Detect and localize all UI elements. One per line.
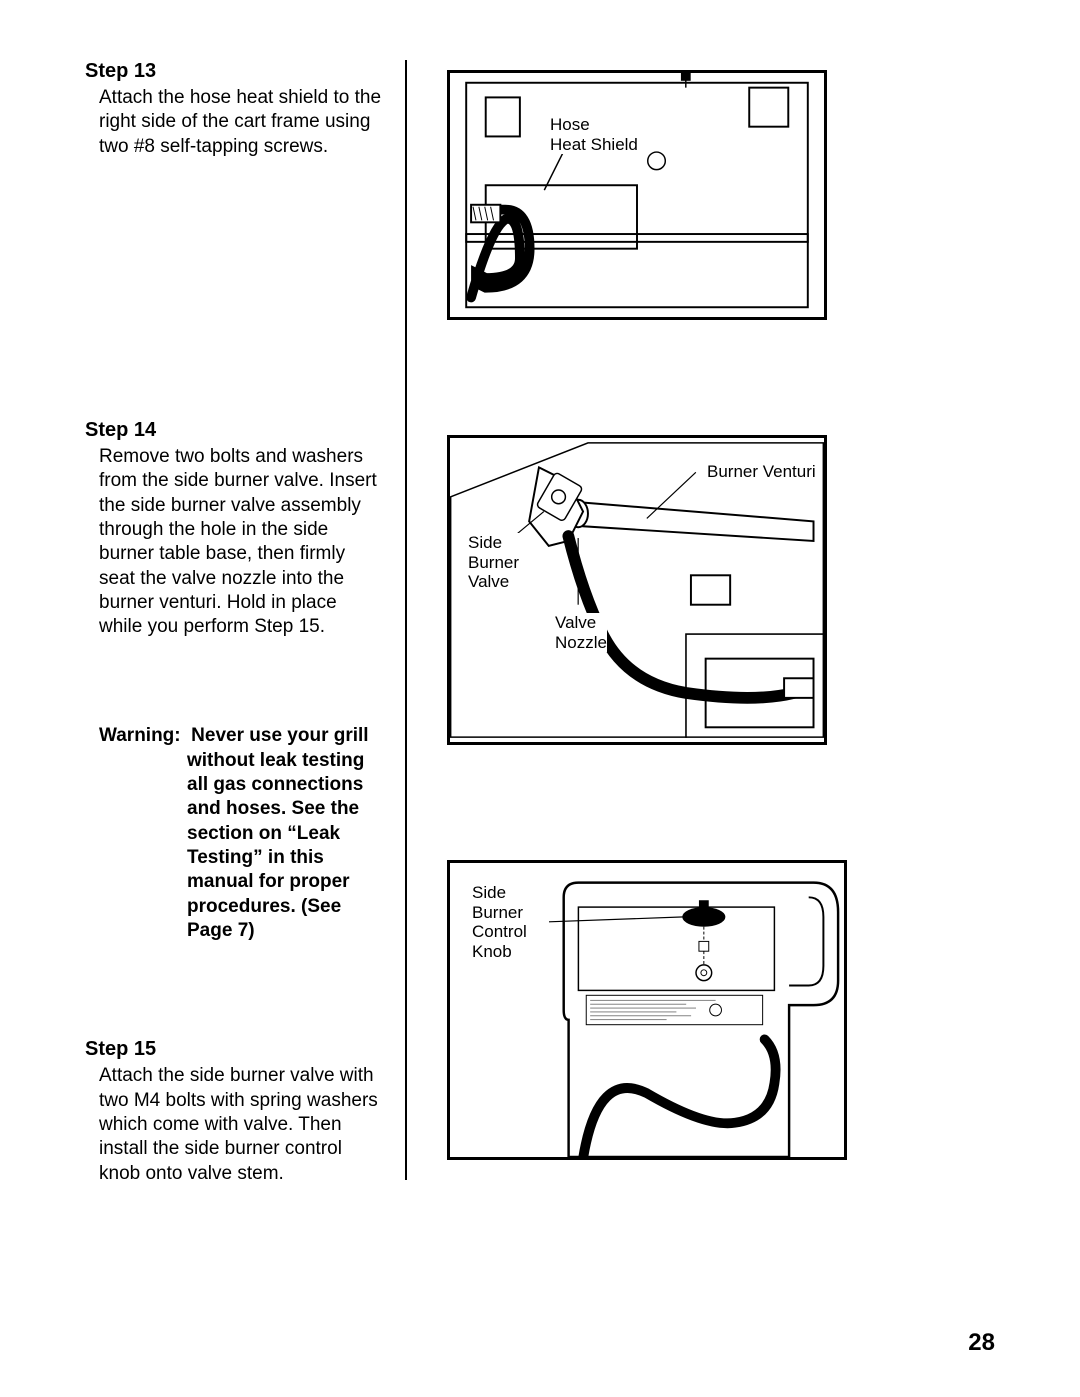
warning-lead: Warning: <box>99 725 181 746</box>
figure-step-14: Burner Venturi Side Burner Valve Valve N… <box>447 435 827 745</box>
page-container: Step 13 Attach the hose heat shield to t… <box>0 0 1080 1397</box>
step-body: Remove two bolts and washers from the si… <box>85 445 385 640</box>
label-line: Side <box>468 533 519 553</box>
label-line: Valve <box>555 613 607 633</box>
column-divider <box>405 60 407 1180</box>
figure-label: Hose Heat Shield <box>550 115 638 154</box>
step-title: Step 13 <box>85 60 385 83</box>
label-line: Nozzle <box>555 633 607 653</box>
step-13: Step 13 Attach the hose heat shield to t… <box>85 60 385 159</box>
step-14: Step 14 Remove two bolts and washers fro… <box>85 419 385 640</box>
label-line: Heat Shield <box>550 135 638 155</box>
figure-label: Valve Nozzle <box>555 613 607 652</box>
figure-step-13: Hose Heat Shield <box>447 70 827 320</box>
step-body: Attach the side burner valve with two M4… <box>85 1064 385 1186</box>
figure-label: Side Burner Valve <box>468 533 519 592</box>
figure-step-15: Side Burner Control Knob <box>447 860 847 1160</box>
warning-first: Never use your grill <box>186 725 369 746</box>
left-column: Step 13 Attach the hose heat shield to t… <box>85 60 405 1357</box>
label-line: Burner <box>472 903 527 923</box>
label-line: Knob <box>472 942 527 962</box>
step-title: Step 14 <box>85 419 385 442</box>
figure-label: Side Burner Control Knob <box>472 883 527 961</box>
label-line: Valve <box>468 572 519 592</box>
label-line: Side <box>472 883 527 903</box>
label-line: Burner <box>468 553 519 573</box>
label-line: Hose <box>550 115 638 135</box>
warning-text: Warning: Never use your grill without le… <box>85 724 385 943</box>
right-column: Hose Heat Shield <box>427 60 957 1357</box>
figure-svg <box>450 73 824 317</box>
page-number: 28 <box>968 1329 995 1357</box>
warning-rest: without leak testing all gas connections… <box>99 749 385 944</box>
step-15: Step 15 Attach the side burner valve wit… <box>85 1038 385 1186</box>
figure-label: Burner Venturi <box>707 462 816 482</box>
step-title: Step 15 <box>85 1038 385 1061</box>
step-body: Attach the hose heat shield to the right… <box>85 86 385 159</box>
label-line: Control <box>472 922 527 942</box>
